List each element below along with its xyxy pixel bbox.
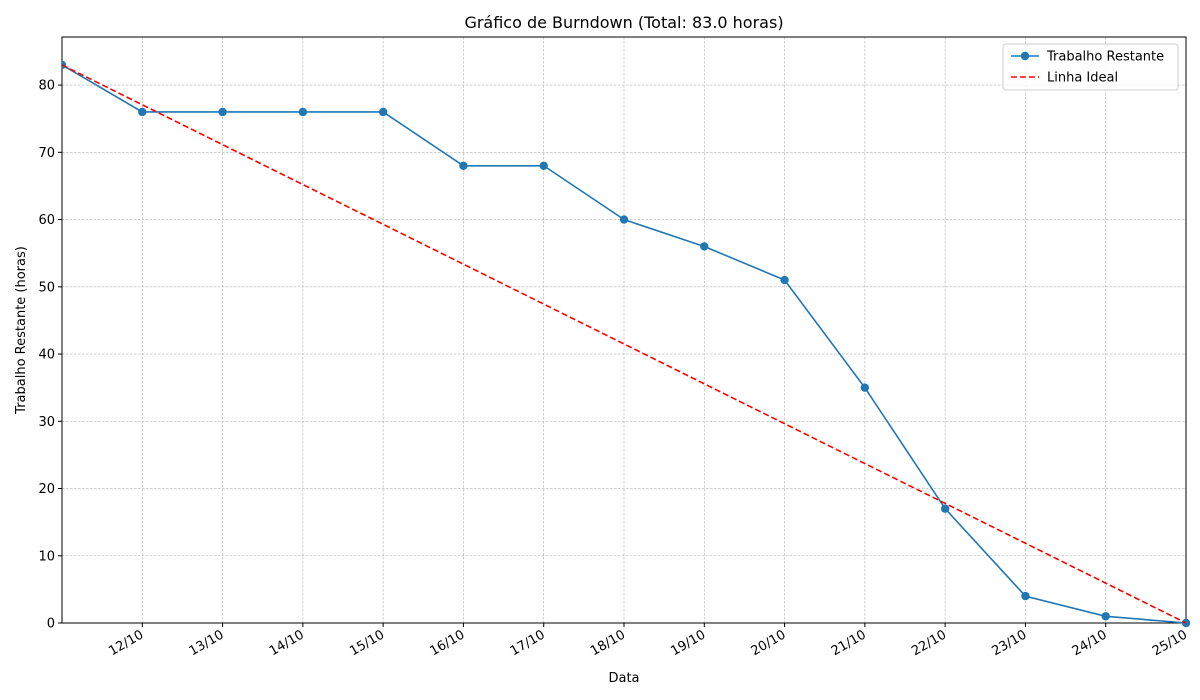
x-axis-label: Data: [608, 671, 639, 686]
y-tick-label: 10: [38, 549, 55, 564]
y-tick-label: 60: [38, 213, 55, 228]
point-marker: [138, 107, 147, 117]
chart-title: Gráfico de Burndown (Total: 83.0 horas): [464, 13, 783, 32]
y-tick-label: 40: [38, 348, 55, 363]
y-tick-label: 20: [38, 482, 55, 497]
point-marker: [539, 161, 548, 170]
y-tick-label: 50: [38, 280, 55, 295]
y-tick-label: 30: [38, 415, 55, 430]
point-marker: [940, 504, 950, 513]
point-marker: [1101, 612, 1110, 621]
legend-marker: [1020, 51, 1030, 61]
legend-box: [1002, 43, 1179, 91]
point-marker: [378, 107, 388, 117]
legend-label: Linha Ideal: [1047, 71, 1118, 86]
y-axis-label: Trabalho Restante (horas): [14, 246, 29, 415]
y-tick-label: 70: [38, 146, 55, 161]
point-marker: [780, 275, 789, 285]
point-marker: [459, 161, 468, 170]
plot-frame: [61, 36, 1187, 624]
point-marker: [218, 107, 227, 117]
point-marker: [1021, 591, 1030, 601]
legend-label: Trabalho Restante: [1046, 50, 1164, 65]
point-marker: [860, 383, 870, 392]
point-marker: [700, 242, 709, 251]
y-tick-label: 80: [38, 79, 55, 94]
point-marker: [298, 107, 308, 117]
y-tick-label: 0: [47, 617, 55, 632]
point-marker: [619, 215, 629, 224]
series-line: [62, 64, 1187, 624]
